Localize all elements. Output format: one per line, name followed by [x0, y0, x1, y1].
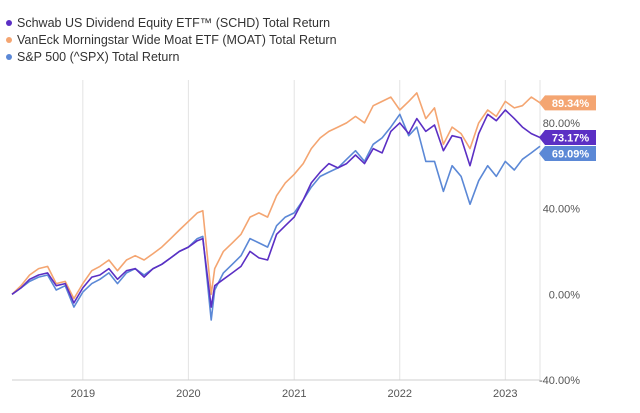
end-value-label: 69.09%: [539, 145, 596, 161]
y-tick-label: 80.00%: [543, 118, 581, 130]
x-axis-ticks: 2019 2020 2021 2022 2023: [71, 388, 518, 400]
legend-label: S&P 500 (^SPX) Total Return: [17, 49, 180, 64]
x-tick-label: 2020: [176, 388, 200, 400]
series-lines: [11, 92, 541, 321]
legend-label: Schwab US Dividend Equity ETF™ (SCHD) To…: [17, 15, 331, 30]
y-tick-label: -40.00%: [539, 375, 580, 387]
y-tick-label: 40.00%: [543, 204, 581, 216]
end-label-value: 73.17%: [552, 132, 590, 144]
legend-marker-icon: [6, 19, 12, 26]
x-tick-label: 2023: [493, 388, 517, 400]
series-line: [11, 113, 541, 321]
series-line: [11, 109, 541, 308]
legend-item: VanEck Morningstar Wide Moat ETF (MOAT) …: [6, 31, 337, 48]
end-label-tag: [539, 145, 596, 161]
end-label-value: 69.09%: [552, 148, 590, 160]
legend-item: Schwab US Dividend Equity ETF™ (SCHD) To…: [6, 14, 337, 31]
legend-item: S&P 500 (^SPX) Total Return: [6, 48, 337, 65]
end-label-value: 89.34%: [552, 98, 590, 110]
chart-legend: Schwab US Dividend Equity ETF™ (SCHD) To…: [6, 14, 337, 65]
end-label-tag: [539, 129, 596, 145]
x-tick-label: 2022: [388, 388, 412, 400]
legend-marker-icon: [6, 36, 12, 43]
end-value-label: 73.17%: [539, 129, 596, 145]
x-tick-label: 2021: [282, 388, 306, 400]
legend-label: VanEck Morningstar Wide Moat ETF (MOAT) …: [17, 32, 337, 47]
y-tick-label: 0.00%: [549, 289, 580, 301]
series-line: [11, 92, 541, 300]
end-value-label: 89.34%: [539, 95, 596, 111]
y-axis-ticks: -40.00% 0.00% 40.00% 80.00%: [539, 118, 580, 387]
legend-marker-icon: [6, 53, 12, 60]
end-label-tag: [539, 95, 596, 111]
series-end-labels: 73.17% 89.34% 69.09%: [539, 95, 596, 161]
x-tick-label: 2019: [71, 388, 95, 400]
plot-area: [12, 80, 540, 380]
grid-lines: [12, 80, 541, 381]
